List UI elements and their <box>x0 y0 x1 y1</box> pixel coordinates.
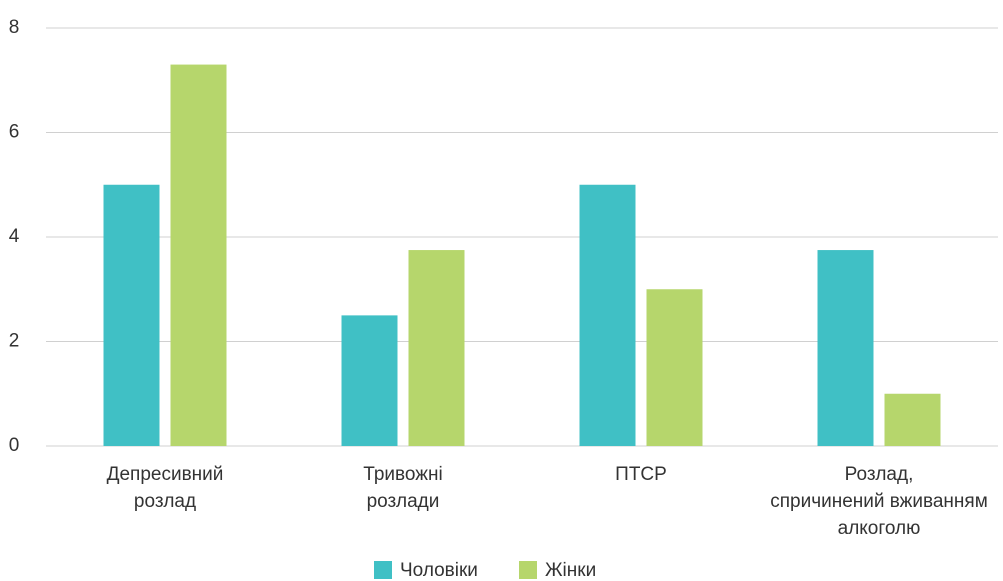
y-tick-label: 0 <box>9 435 20 456</box>
legend-label: Жінки <box>545 560 596 581</box>
bar <box>341 315 398 446</box>
bar <box>103 184 160 446</box>
x-tick-label: Розлад, спричинений вживанням алкоголю <box>770 464 988 539</box>
legend-swatch <box>519 561 537 579</box>
y-tick-label: 6 <box>9 122 20 143</box>
bar <box>170 64 227 446</box>
legend-label: Чоловіки <box>400 560 478 581</box>
legend-swatch <box>374 561 392 579</box>
x-tick-label: Тривожні розлади <box>363 464 443 512</box>
bar <box>884 393 941 446</box>
x-tick-label: Депресивний розлад <box>106 464 224 512</box>
bar <box>408 250 465 446</box>
y-tick-label: 2 <box>9 331 20 352</box>
bar <box>817 250 874 446</box>
x-tick-label: ПТСР <box>615 464 667 485</box>
bar <box>579 184 636 446</box>
y-tick-label: 4 <box>9 226 20 247</box>
bar <box>646 289 703 446</box>
y-tick-label: 8 <box>9 17 20 38</box>
